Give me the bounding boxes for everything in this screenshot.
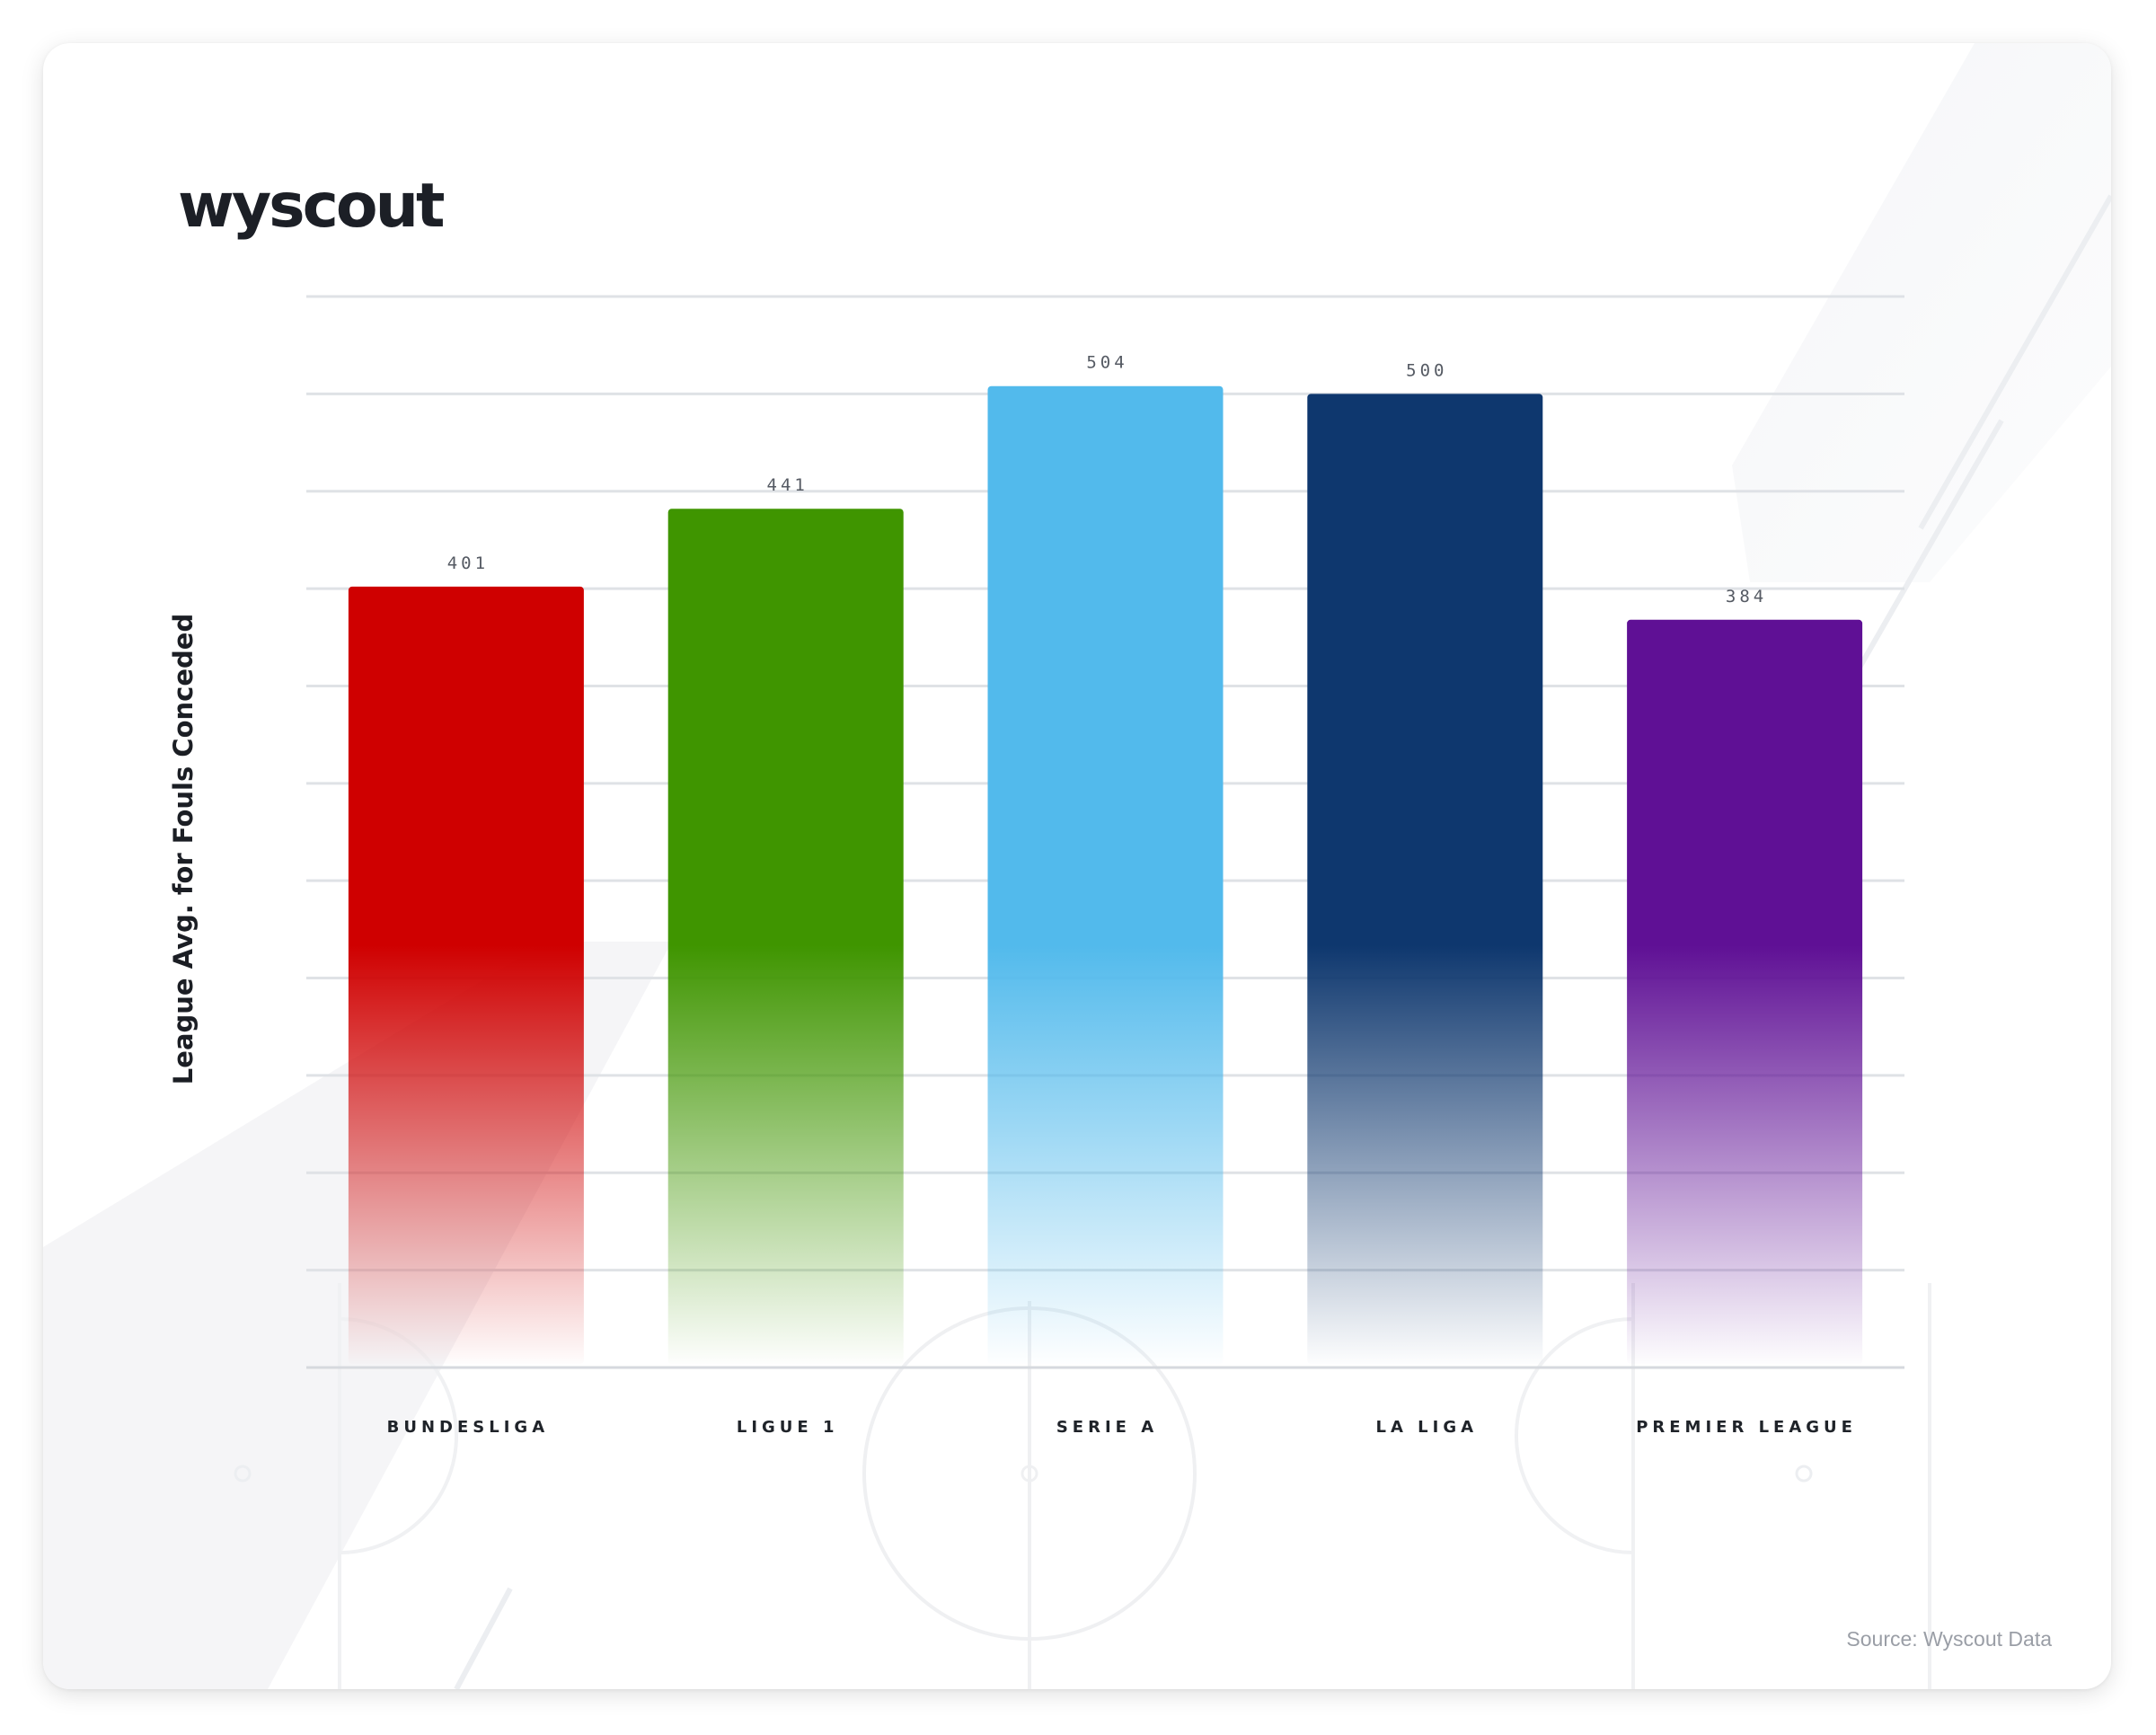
category-label: PREMIER LEAGUE — [1636, 1418, 1857, 1437]
data-labels: 401 441 504 500 384 — [447, 353, 1767, 606]
bar-serie-a — [987, 385, 1224, 1364]
wyscout-logo: wyscout — [178, 171, 446, 242]
chart-card: wyscout 401 441 504 500 384 BUNDESLIGA LIGUE … — [43, 43, 2111, 1689]
bar-ligue-1 — [667, 509, 904, 1364]
category-label: SERIE A — [1056, 1418, 1158, 1437]
bar-chart: 401 441 504 500 384 BUNDESLIGA LIGUE 1 SERIE A… — [168, 295, 1904, 1437]
data-label: 401 — [447, 553, 489, 573]
bar-la-liga — [1307, 394, 1543, 1364]
source-note: Source: Wyscout Data — [1846, 1627, 2052, 1651]
bar-bundesliga — [348, 586, 584, 1364]
data-label: 384 — [1726, 587, 1767, 606]
bar-premier-league — [1627, 619, 1863, 1364]
y-axis-label: League Avg. for Fouls Conceded — [168, 614, 199, 1084]
data-label: 441 — [767, 475, 808, 495]
bars — [348, 385, 1863, 1364]
data-label: 504 — [1086, 353, 1127, 373]
data-label: 500 — [1406, 360, 1447, 380]
category-labels: BUNDESLIGA LIGUE 1 SERIE A LA LIGA PREMIER L… — [387, 1418, 1857, 1437]
category-label: BUNDESLIGA — [387, 1418, 549, 1437]
category-label: LIGUE 1 — [737, 1418, 839, 1437]
category-label: LA LIGA — [1376, 1418, 1479, 1437]
